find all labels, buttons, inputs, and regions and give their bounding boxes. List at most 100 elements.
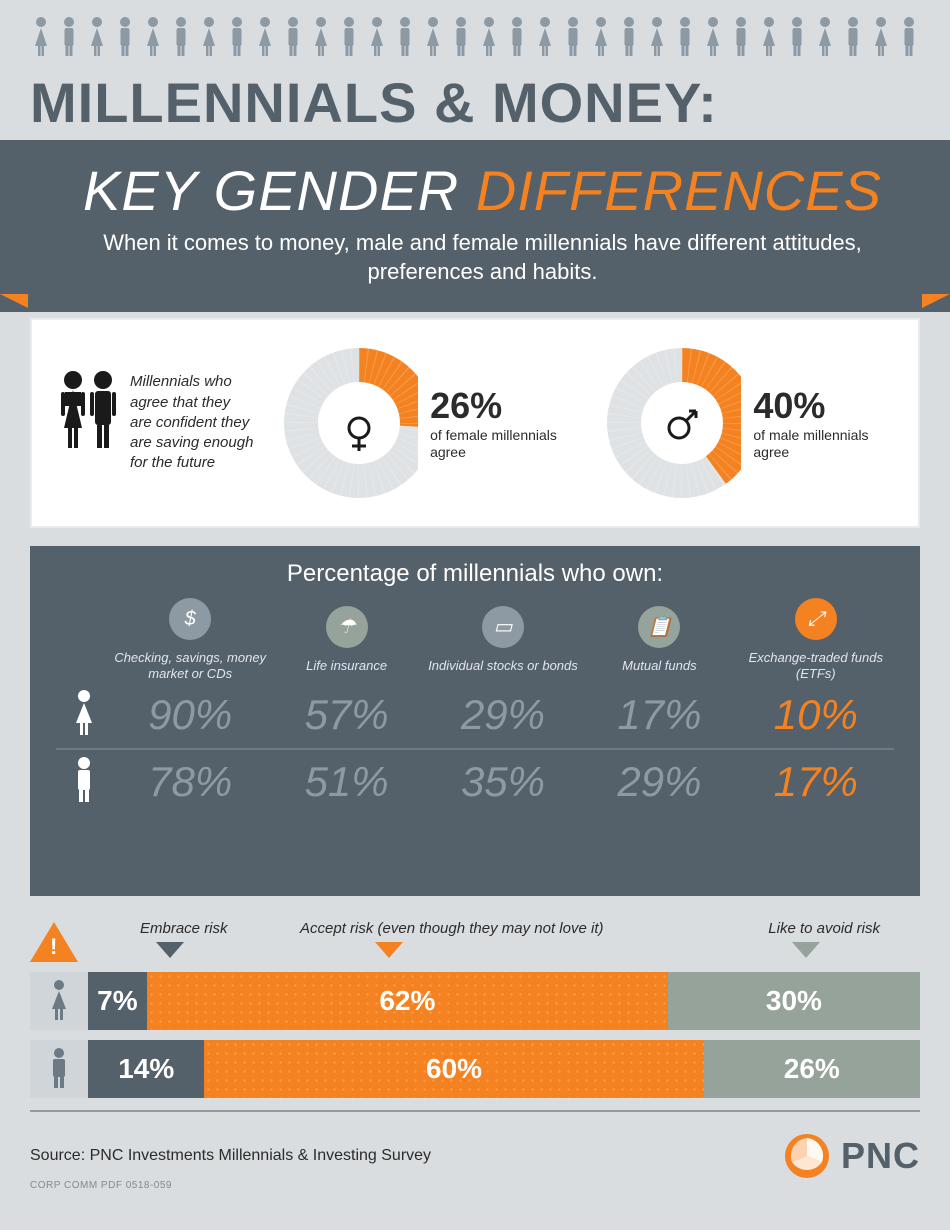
ownership-male-3: 29% (581, 758, 737, 806)
risk-seg-accept: 60% (204, 1040, 703, 1098)
risk-label-avoid: Like to avoid risk (768, 920, 880, 937)
ownership-col-label: Exchange-traded funds (ETFs) (738, 650, 894, 683)
ownership-female-1: 57% (268, 691, 424, 739)
donut-female: 26% of female millennials agree (284, 348, 579, 498)
confidence-intro-text: Millennials who agree that they are conf… (130, 372, 256, 473)
person-male-icon (730, 16, 752, 60)
subtitle: When it comes to money, male and female … (45, 229, 920, 286)
band-notch-right (922, 294, 950, 308)
ownership-col-label: Mutual funds (581, 658, 737, 674)
donut-male-pct: 40% (753, 385, 892, 427)
ownership-col-icon: ⤢ (795, 598, 837, 640)
person-female-icon (86, 16, 108, 60)
ownership-col-label: Life insurance (268, 658, 424, 674)
source-text: Source: PNC Investments Millennials & In… (30, 1147, 431, 1165)
person-male-icon (898, 16, 920, 60)
brand-logo: PNC (783, 1132, 920, 1180)
ownership-col-2: ▭ Individual stocks or bonds (425, 606, 581, 674)
donut-female-chart (284, 348, 418, 498)
footer: Source: PNC Investments Millennials & In… (30, 1110, 920, 1180)
person-male-icon (618, 16, 640, 60)
person-female-icon (198, 16, 220, 60)
brand-name: PNC (841, 1135, 920, 1177)
person-male-icon (562, 16, 584, 60)
title-line-1: MILLENNIALS & MONEY: (30, 70, 920, 135)
risk-label-embrace: Embrace risk (140, 920, 228, 937)
row-male-icon (56, 756, 112, 809)
ownership-grid: $Checking, savings, money market or CDs☂… (56, 598, 894, 809)
risk-label-accept: Accept risk (even though they may not lo… (300, 920, 603, 937)
ownership-female-4: 10% (738, 691, 894, 739)
risk-header: Embrace risk Accept risk (even though th… (30, 912, 920, 962)
person-female-icon (534, 16, 556, 60)
ownership-col-4: ⤢ Exchange-traded funds (ETFs) (738, 598, 894, 683)
person-male-icon (674, 16, 696, 60)
ownership-col-label: Individual stocks or bonds (425, 658, 581, 674)
risk-seg-embrace: 7% (88, 972, 147, 1030)
person-female-icon (422, 16, 444, 60)
donut-female-pct: 26% (430, 385, 579, 427)
person-female-icon (478, 16, 500, 60)
person-male-icon (58, 16, 80, 60)
person-female-icon (366, 16, 388, 60)
confidence-intro: Millennials who agree that they are conf… (58, 368, 256, 478)
risk-seg-avoid: 30% (668, 972, 920, 1030)
ownership-col-icon: ☂ (326, 606, 368, 648)
doc-id: CORP COMM PDF 0518-059 (30, 1180, 172, 1191)
donut-male-sub: of male millennials agree (753, 427, 892, 462)
risk-row-female: 7%62%30% (30, 972, 920, 1030)
title-line-2a: KEY GENDER (83, 159, 476, 222)
person-male-icon (394, 16, 416, 60)
people-pair-icon (58, 368, 118, 478)
risk-pointer-avoid (792, 942, 820, 958)
risk-seg-accept: 62% (147, 972, 668, 1030)
ownership-col-3: 📋 Mutual funds (581, 606, 737, 674)
person-male-icon (786, 16, 808, 60)
person-female-icon (646, 16, 668, 60)
ownership-male-4: 17% (738, 758, 894, 806)
donut-male-chart (607, 348, 741, 498)
top-person-row (30, 16, 920, 60)
risk-row-male: 14%60%26% (30, 1040, 920, 1098)
ownership-female-0: 90% (112, 691, 268, 739)
ownership-col-1: ☂ Life insurance (268, 606, 424, 674)
ownership-col-icon: 📋 (638, 606, 680, 648)
person-female-icon (30, 16, 52, 60)
ownership-female-2: 29% (425, 691, 581, 739)
title-line-2: KEY GENDER DIFFERENCES (45, 158, 920, 223)
pnc-logo-icon (783, 1132, 831, 1180)
row-female-icon (56, 689, 112, 742)
person-male-icon (226, 16, 248, 60)
person-male-icon (506, 16, 528, 60)
donut-female-sub: of female millennials agree (430, 427, 579, 462)
person-female-icon (758, 16, 780, 60)
person-female-icon (142, 16, 164, 60)
title-line-2b: DIFFERENCES (476, 159, 882, 222)
risk-pointer-accept (375, 942, 403, 958)
person-female-icon (254, 16, 276, 60)
warning-icon (30, 922, 78, 962)
person-female-icon (590, 16, 612, 60)
band-notch-left (0, 294, 28, 308)
ownership-female-3: 17% (581, 691, 737, 739)
person-male-icon (282, 16, 304, 60)
person-male-icon (842, 16, 864, 60)
risk-row-icon (30, 1040, 88, 1098)
person-female-icon (310, 16, 332, 60)
ownership-male-2: 35% (425, 758, 581, 806)
ownership-male-1: 51% (268, 758, 424, 806)
ownership-panel: Percentage of millennials who own: $Chec… (30, 546, 920, 896)
person-female-icon (814, 16, 836, 60)
person-female-icon (870, 16, 892, 60)
confidence-panel: Millennials who agree that they are conf… (30, 318, 920, 528)
ownership-title: Percentage of millennials who own: (56, 560, 894, 588)
person-male-icon (450, 16, 472, 60)
person-male-icon (338, 16, 360, 60)
risk-panel: Embrace risk Accept risk (even though th… (30, 912, 920, 1098)
risk-seg-avoid: 26% (704, 1040, 920, 1098)
title-band: KEY GENDER DIFFERENCES When it comes to … (0, 140, 950, 312)
person-male-icon (114, 16, 136, 60)
ownership-col-icon: ▭ (482, 606, 524, 648)
ownership-col-label: Checking, savings, money market or CDs (112, 650, 268, 683)
person-male-icon (170, 16, 192, 60)
